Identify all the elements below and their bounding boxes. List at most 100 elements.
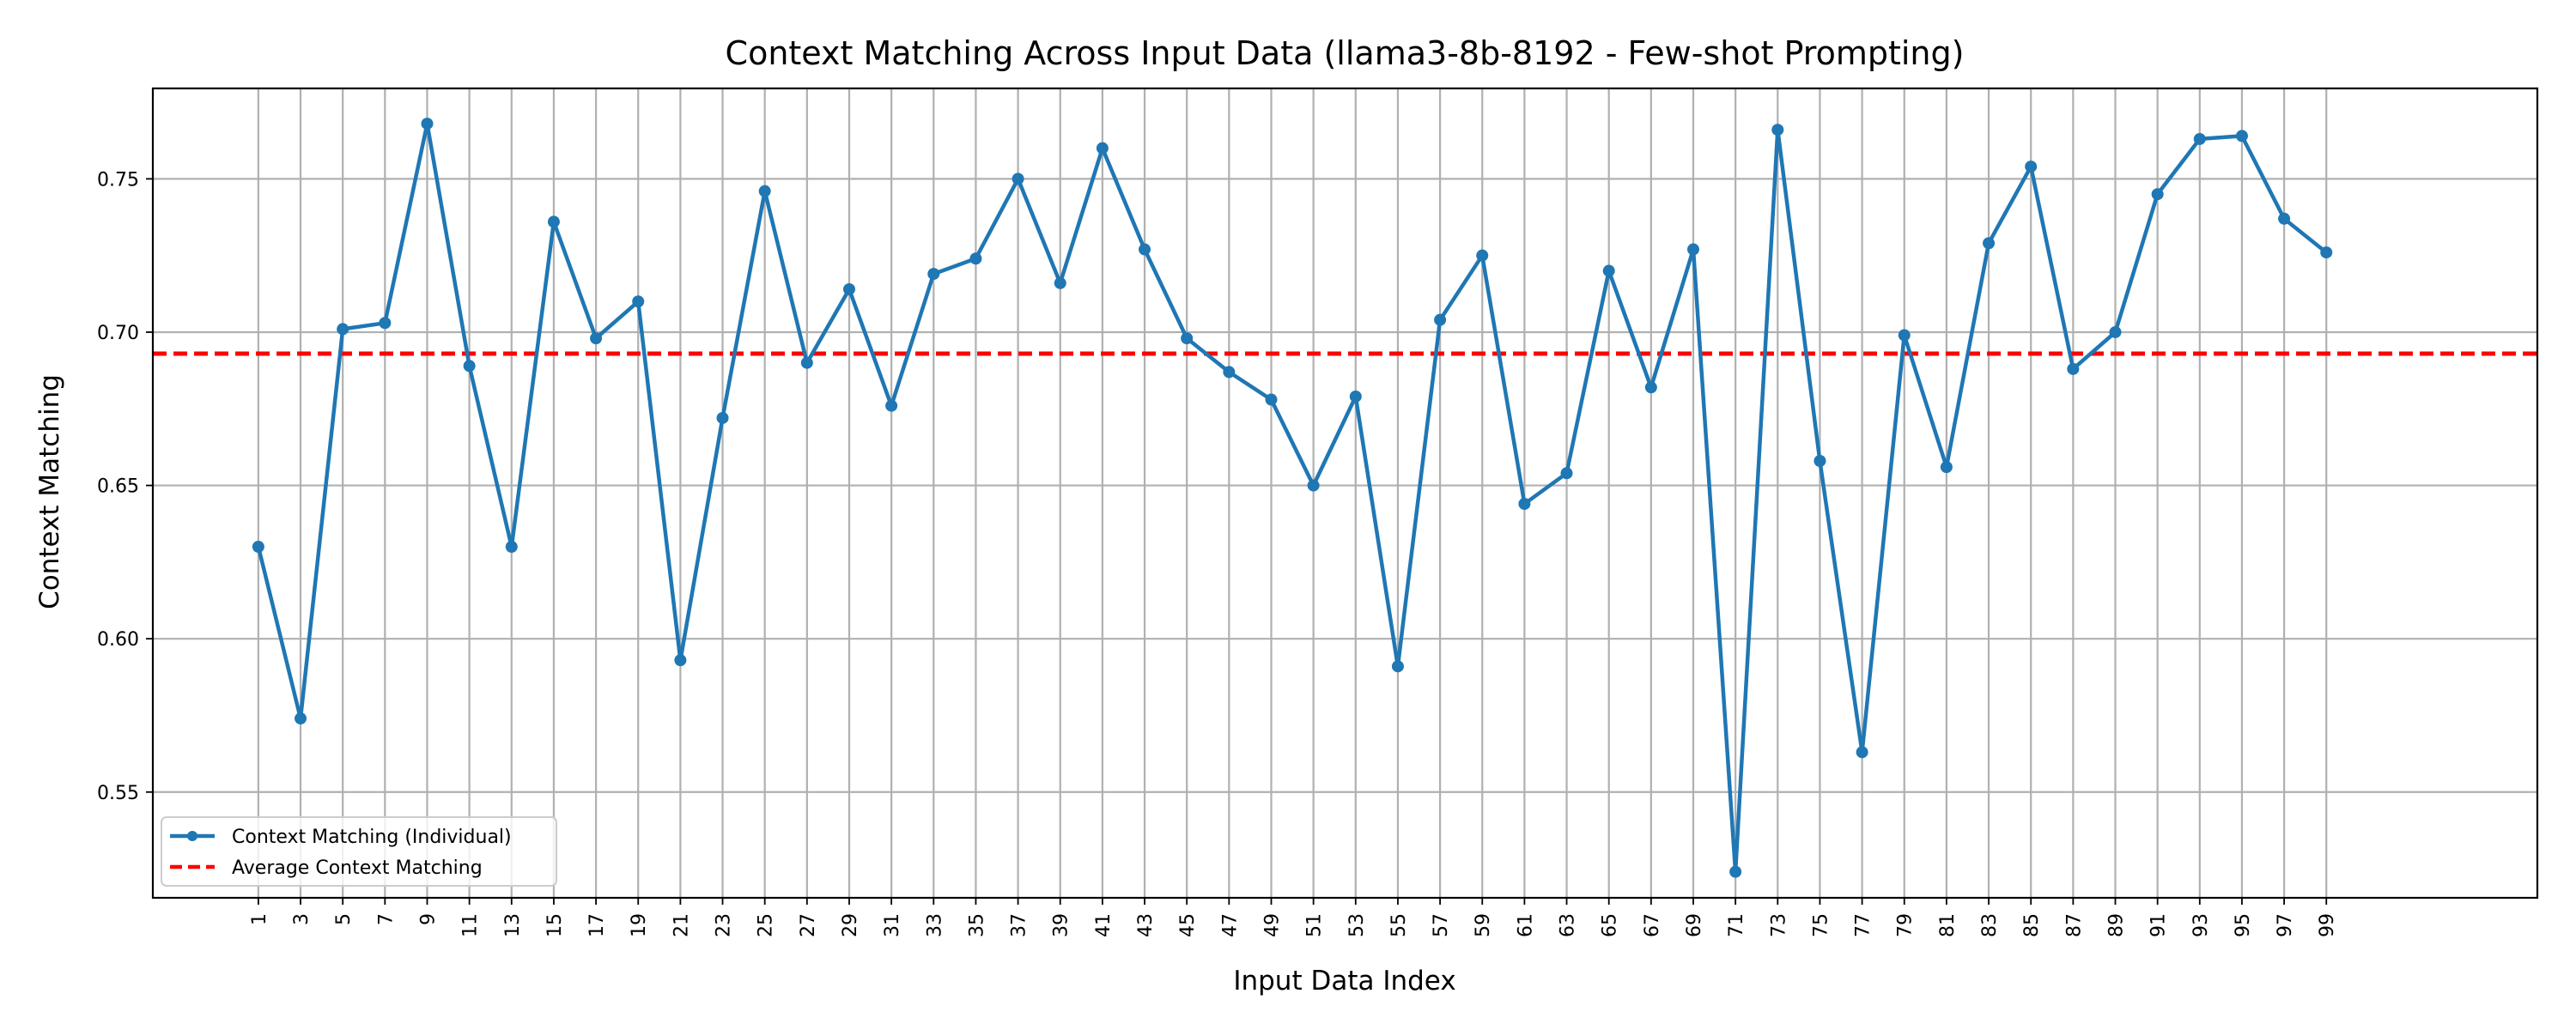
data-point xyxy=(2025,161,2038,173)
legend-label-individual: Context Matching (Individual) xyxy=(232,827,512,848)
x-axis-label: Input Data Index xyxy=(1233,966,1455,997)
data-point xyxy=(1729,865,1742,878)
x-tick-label: 87 xyxy=(2063,913,2085,937)
x-tick-label: 41 xyxy=(1093,913,1115,937)
x-tick-label: 9 xyxy=(417,913,439,925)
x-tick-label: 35 xyxy=(966,913,987,937)
data-point xyxy=(1434,313,1447,326)
y-tick-label: 0.75 xyxy=(97,169,139,191)
data-point xyxy=(505,541,518,554)
x-tick-label: 81 xyxy=(1937,913,1959,937)
data-point xyxy=(1349,390,1362,403)
x-tick-label: 95 xyxy=(2233,913,2254,937)
x-tick-label: 89 xyxy=(2105,913,2127,937)
x-tick-label: 25 xyxy=(756,913,777,937)
y-tick-label: 0.55 xyxy=(97,783,139,804)
plot-frame xyxy=(151,87,2539,900)
data-point xyxy=(1054,276,1066,289)
data-point xyxy=(547,215,560,228)
x-tick-label: 97 xyxy=(2275,913,2296,937)
x-tick-label: 69 xyxy=(1684,913,1705,937)
x-tick-label: 77 xyxy=(1853,913,1874,937)
data-point xyxy=(337,323,349,336)
y-tick-label: 0.65 xyxy=(97,476,139,498)
chart-title: Context Matching Across Input Data (llam… xyxy=(726,34,1965,72)
data-point xyxy=(2151,188,2164,201)
x-tick-label: 55 xyxy=(1388,913,1410,937)
data-point xyxy=(927,268,940,281)
data-point xyxy=(590,332,603,345)
data-point xyxy=(716,411,729,424)
data-point xyxy=(1560,467,1573,480)
data-point xyxy=(2235,130,2248,142)
data-point xyxy=(1391,660,1404,673)
x-tick-label: 79 xyxy=(1895,913,1917,937)
x-tick-label: 47 xyxy=(1219,913,1241,937)
x-tick-label: 49 xyxy=(1261,913,1283,937)
data-point xyxy=(1814,454,1826,467)
data-point xyxy=(800,356,813,369)
x-tick-label: 71 xyxy=(1726,913,1747,937)
x-tick-label: 93 xyxy=(2190,913,2212,937)
data-point xyxy=(2109,325,2122,338)
legend-box xyxy=(161,816,557,887)
x-tick-label: 85 xyxy=(2021,913,2043,937)
x-tick-label: 63 xyxy=(1558,913,1579,937)
data-point xyxy=(1686,243,1699,256)
x-tick-label: 59 xyxy=(1473,913,1494,937)
legend-label-average: Average Context Matching xyxy=(232,857,483,879)
data-point xyxy=(1856,746,1868,759)
data-point xyxy=(1644,381,1657,394)
data-point xyxy=(758,185,771,197)
x-tick-label: 21 xyxy=(671,913,692,937)
data-point xyxy=(2278,212,2291,225)
data-point xyxy=(674,654,687,667)
x-tick-label: 3 xyxy=(291,913,313,925)
data-point xyxy=(1940,461,1953,474)
data-point xyxy=(2067,362,2080,375)
x-tick-label: 99 xyxy=(2317,913,2338,937)
x-tick-label: 11 xyxy=(460,913,482,937)
x-tick-label: 37 xyxy=(1009,913,1030,937)
x-tick-label: 29 xyxy=(840,913,861,937)
x-tick-label: 75 xyxy=(1810,913,1832,937)
x-tick-label: 13 xyxy=(502,913,524,937)
data-point xyxy=(1096,142,1109,154)
data-point xyxy=(1518,498,1531,511)
x-tick-label: 67 xyxy=(1642,913,1663,937)
data-point xyxy=(421,118,434,130)
data-point xyxy=(1181,332,1194,345)
data-point xyxy=(842,282,855,295)
x-tick-label: 51 xyxy=(1304,913,1326,937)
y-tick-label: 0.60 xyxy=(97,629,139,651)
y-tick-label: 0.70 xyxy=(97,323,139,344)
x-tick-label: 65 xyxy=(1600,913,1621,937)
data-point xyxy=(632,295,645,308)
x-tick-label: 23 xyxy=(714,913,735,937)
y-axis-label: Context Matching xyxy=(34,374,65,609)
data-point xyxy=(1139,243,1151,256)
x-tick-label: 91 xyxy=(2148,913,2170,937)
data-point xyxy=(1307,479,1320,492)
data-point xyxy=(1898,329,1911,342)
data-point xyxy=(2320,246,2333,259)
x-tick-label: 33 xyxy=(924,913,945,937)
data-point xyxy=(295,712,307,725)
x-tick-label: 17 xyxy=(586,913,608,937)
x-tick-label: 43 xyxy=(1135,913,1157,937)
x-tick-label: 1 xyxy=(249,913,270,925)
x-tick-label: 61 xyxy=(1515,913,1536,937)
grid-layer xyxy=(153,88,2537,898)
data-point xyxy=(1983,237,1996,250)
tick-layer: 1 3 5 7 9 11 13 15 17 19 21 23 25 27 29 31 33 35 37 39 41 43 4… xyxy=(97,169,2338,937)
data-point xyxy=(1602,264,1615,277)
x-tick-label: 73 xyxy=(1768,913,1789,937)
data-point xyxy=(463,360,476,373)
x-tick-label: 19 xyxy=(629,913,650,937)
x-tick-label: 31 xyxy=(882,913,903,937)
legend: Context Matching (Individual) Average Co… xyxy=(161,816,557,887)
data-point xyxy=(1012,173,1024,185)
x-tick-label: 5 xyxy=(333,913,355,925)
